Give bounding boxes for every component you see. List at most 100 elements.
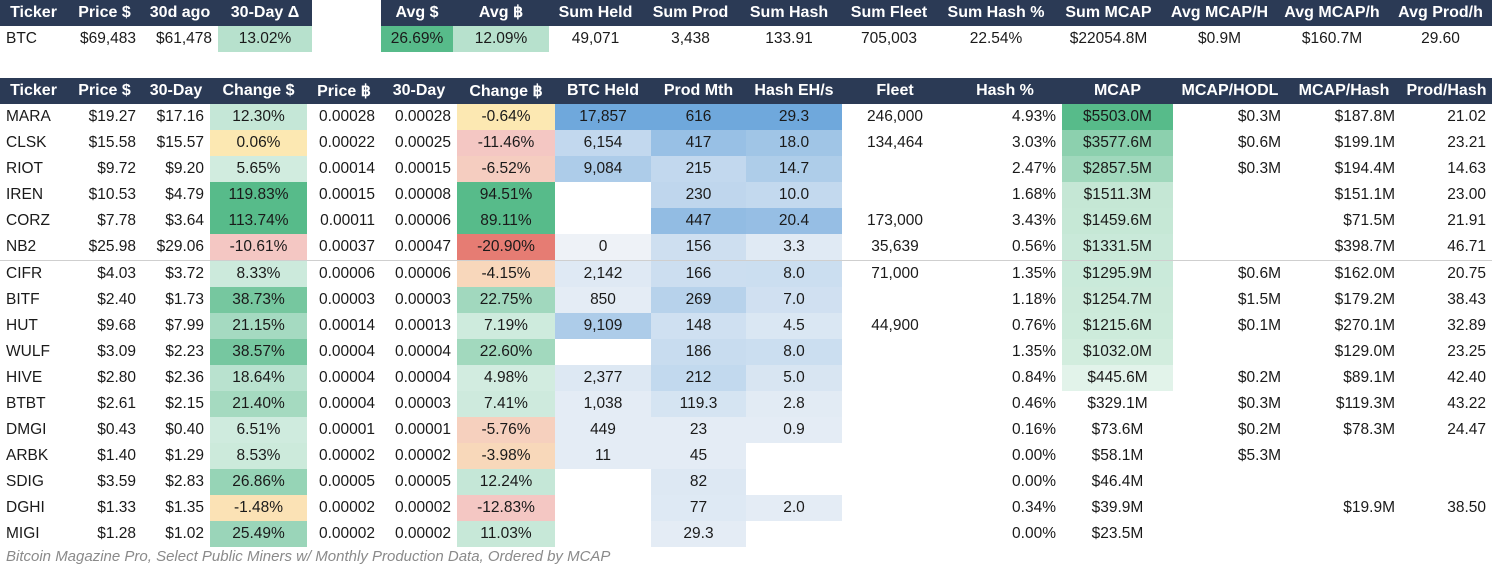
cell-hash-11: 0.76% (1012, 317, 1056, 334)
cell-mcap-hash-14 (1287, 469, 1401, 495)
cell-price-1: $2.80 (97, 369, 136, 386)
table-row: SDIG $3.59 $2.83 26.86% 0.00005 0.00005 12.24%… (0, 469, 1492, 495)
cell-mcap-hodl-13: $0.2M (1237, 421, 1281, 438)
summary-header-4: Sum Hash (739, 0, 839, 26)
column-header-1: Price $ (67, 78, 142, 104)
table-header-row: Ticker Price $30-Day Change $ Price ฿ 30-Day… (0, 78, 1492, 104)
btc-header-0: Ticker (0, 0, 67, 26)
cell-prod-mth-8: 186 (651, 339, 746, 365)
cell-mcap-hash-14: $89.1M (1343, 369, 1395, 386)
cell-hash-eh-s-9: 2.0 (746, 495, 842, 521)
cell-btc-held-7 (555, 208, 651, 234)
cell-price-4: 0.00005 (318, 473, 375, 490)
cell-30-day-2: $2.15 (165, 395, 204, 412)
cell-mcap-hodl-13: $0.6M (1173, 260, 1287, 287)
cell-change-6: 7.41% (457, 391, 555, 417)
btc-value-2: $61,478 (155, 30, 212, 47)
cell-price-1: $3.09 (97, 343, 136, 360)
cell-30-day-5: 0.00008 (394, 186, 451, 203)
cell-mcap-12: $1254.7M (1062, 287, 1173, 313)
cell-price-4: 0.00004 (318, 343, 375, 360)
cell-change-3: 8.33% (210, 260, 307, 287)
cell-prod-mth-8: 45 (651, 443, 746, 469)
summary-value-8: $0.9M (1197, 30, 1242, 47)
cell-change-6: -0.64% (457, 104, 555, 130)
cell-fleet-10 (842, 391, 948, 417)
cell-30-day-5: 0.00015 (394, 160, 451, 177)
cell-ticker-0: CORZ (6, 212, 50, 229)
cell-change-3: 113.74% (210, 208, 307, 234)
cell-price-4: 0.00004 (318, 369, 375, 386)
summary-header-8: Avg MCAP/H (1164, 0, 1275, 26)
cell-fleet-10 (842, 156, 948, 182)
cell-prod-hash-15 (1401, 469, 1492, 495)
cell-fleet-10: 35,639 (871, 238, 919, 255)
cell-30-day-5: 0.00025 (394, 134, 451, 151)
cell-mcap-12: $2857.5M (1062, 156, 1173, 182)
cell-prod-mth-8: 230 (651, 182, 746, 208)
column-header-0: Ticker (0, 78, 67, 104)
cell-mcap-hodl-13: $0.6M (1237, 134, 1281, 151)
summary-header-6: Sum Hash % (939, 0, 1053, 26)
cell-change-3: 38.57% (210, 339, 307, 365)
column-header-3: Change $ (210, 78, 307, 104)
cell-ticker-0: MIGI (6, 525, 40, 542)
cell-change-6: 11.03% (457, 521, 555, 547)
cell-30-day-2: $2.83 (165, 473, 204, 490)
cell-hash-eh-s-9: 8.0 (746, 339, 842, 365)
cell-mcap-hodl-13 (1173, 521, 1287, 547)
cell-mcap-hash-14: $78.3M (1343, 421, 1395, 438)
summary-header-0: Avg $ (381, 0, 453, 26)
cell-price-4: 0.00015 (318, 186, 375, 203)
cell-price-4: 0.00002 (318, 447, 375, 464)
column-header-13: MCAP/HODL (1173, 78, 1287, 104)
cell-btc-held-7: 9,084 (555, 156, 651, 182)
cell-change-6: 4.98% (457, 365, 555, 391)
cell-mcap-12: $58.1M (1091, 447, 1144, 464)
cell-hash-11: 0.00% (1012, 447, 1056, 464)
cell-hash-11: 4.93% (1012, 108, 1056, 125)
cell-30-day-5: 0.00047 (394, 238, 451, 255)
cell-hash-eh-s-9: 20.4 (746, 208, 842, 234)
cell-fleet-10 (842, 443, 948, 469)
cell-price-1: $25.98 (88, 238, 136, 255)
table-row: IREN $10.53 $4.79 119.83% 0.00015 0.00008 94.5… (0, 182, 1492, 208)
cell-hash-eh-s-9: 3.3 (746, 234, 842, 261)
cell-prod-hash-15: 24.47 (1447, 421, 1486, 438)
cell-hash-eh-s-9: 0.9 (746, 417, 842, 443)
cell-30-day-2: $1.73 (165, 291, 204, 308)
cell-prod-mth-8: 29.3 (651, 521, 746, 547)
cell-change-6: 7.19% (457, 313, 555, 339)
cell-hash-11: 0.16% (1012, 421, 1056, 438)
cell-change-6: 94.51% (457, 182, 555, 208)
cell-hash-11: 0.46% (1012, 395, 1056, 412)
cell-hash-eh-s-9: 4.5 (746, 313, 842, 339)
cell-mcap-hash-14: $187.8M (1334, 108, 1395, 125)
cell-fleet-10 (842, 495, 948, 521)
cell-hash-eh-s-9 (746, 521, 842, 547)
cell-fleet-10 (842, 469, 948, 495)
cell-hash-11: 3.03% (1012, 134, 1056, 151)
cell-prod-mth-8: 212 (651, 365, 746, 391)
btc-summary-block: Ticker Price $30d ago 30-Day Δ BTC $69,483 $6… (0, 0, 1492, 52)
cell-change-6: -6.52% (457, 156, 555, 182)
cell-change-3: 119.83% (210, 182, 307, 208)
summary-value-7: $22054.8M (1069, 30, 1148, 47)
cell-ticker-0: HIVE (6, 369, 43, 386)
cell-mcap-12: $1032.0M (1062, 339, 1173, 365)
summary-header-5: Sum Fleet (839, 0, 939, 26)
cell-hash-eh-s-9: 8.0 (746, 260, 842, 287)
cell-30-day-5: 0.00002 (394, 499, 451, 516)
summary-value-1: 12.09% (453, 26, 549, 52)
cell-btc-held-7: 1,038 (555, 391, 651, 417)
btc-value-0: BTC (6, 30, 37, 47)
cell-hash-eh-s-9: 2.8 (746, 391, 842, 417)
cell-hash-11: 0.34% (1012, 499, 1056, 516)
cell-change-3: 6.51% (210, 417, 307, 443)
cell-hash-eh-s-9: 29.3 (746, 104, 842, 130)
cell-btc-held-7: 2,377 (555, 365, 651, 391)
cell-price-4: 0.00011 (320, 212, 375, 229)
cell-price-4: 0.00014 (318, 160, 375, 177)
cell-ticker-0: ARBK (6, 447, 49, 464)
cell-30-day-5: 0.00002 (394, 525, 451, 542)
